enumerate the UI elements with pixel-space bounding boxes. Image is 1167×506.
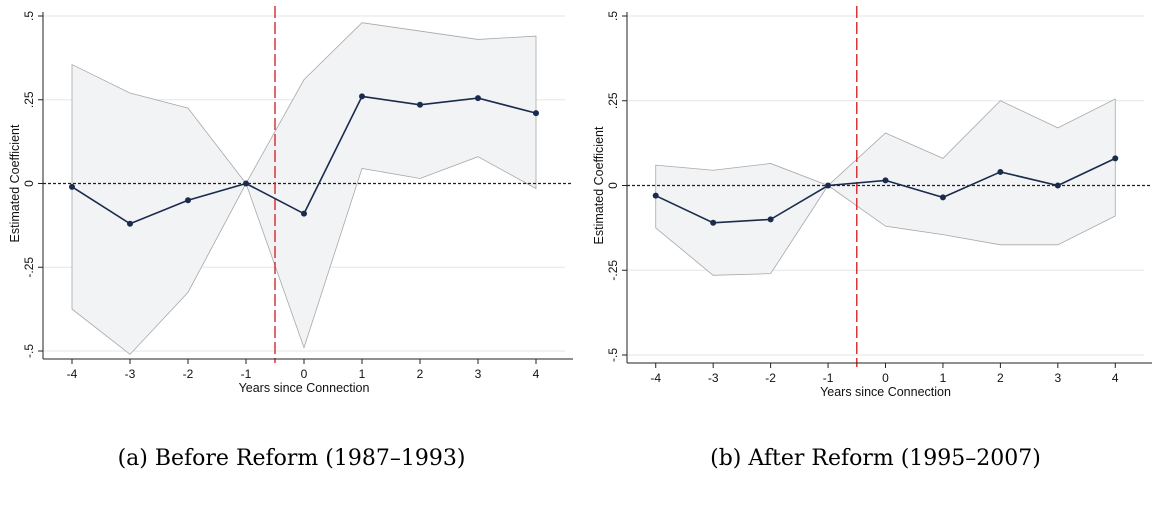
y-tick-label: -.25 [22, 257, 36, 278]
x-tick-label: -2 [183, 367, 194, 381]
y-tick-label: 0 [606, 182, 620, 189]
chart-svg-before-reform: -.5 -.25 0 .25 .5 -4 -3 -2 -1 0 1 2 3 4 Years since Co… [8, 6, 573, 395]
coefficient-point [825, 182, 832, 189]
x-tick-label: 3 [475, 367, 482, 381]
coefficient-point [710, 219, 717, 226]
coefficient-point [1054, 182, 1061, 189]
x-tick-label: 2 [417, 367, 424, 381]
coefficient-point [652, 192, 659, 199]
coefficient-point [767, 216, 774, 223]
caption-after-reform: (b) After Reform (1995–2007) [710, 446, 1041, 471]
confidence-band [71, 22, 537, 355]
chart-panel-after-reform: -.5 -.25 0 .25 .5 -4 -3 -2 -1 0 1 2 3 4 Years since Co… [584, 0, 1167, 410]
y-tick-label: .5 [606, 11, 620, 21]
x-tick-label: -2 [765, 371, 776, 385]
coefficient-point [359, 93, 365, 100]
y-tick-label: -.5 [606, 348, 620, 362]
y-tick-label: .25 [606, 92, 620, 109]
x-tick-label: 1 [940, 371, 947, 385]
x-tick-label: 0 [301, 367, 308, 381]
coefficient-point [533, 110, 539, 117]
coefficient-point [417, 101, 423, 108]
x-tick-label: -4 [650, 371, 661, 385]
y-axis-title: Estimated Coefficient [592, 126, 606, 244]
caption-before-reform: (a) Before Reform (1987–1993) [117, 446, 466, 471]
x-tick-label: -3 [708, 371, 719, 385]
coefficient-point [69, 183, 75, 190]
y-tick-label: .5 [22, 11, 36, 21]
coefficient-point [882, 177, 889, 184]
coefficient-point [301, 210, 307, 217]
coefficient-point [997, 168, 1004, 175]
chart-svg-after-reform: -.5 -.25 0 .25 .5 -4 -3 -2 -1 0 1 2 3 4 Years since Co… [592, 6, 1152, 399]
x-tick-label: 3 [1054, 371, 1061, 385]
x-tick-label: 4 [533, 367, 540, 381]
x-tick-label: 4 [1112, 371, 1119, 385]
y-tick-label: -.5 [22, 344, 36, 358]
x-tick-label: -1 [241, 367, 252, 381]
y-tick-label: .25 [22, 91, 36, 108]
coefficient-point [939, 194, 946, 201]
coefficient-point [1112, 155, 1119, 162]
coefficient-point [243, 180, 249, 187]
x-tick-label: 1 [359, 367, 366, 381]
x-tick-label: -3 [125, 367, 136, 381]
y-axis-title: Estimated Coefficient [8, 124, 22, 242]
x-tick-label: -1 [823, 371, 834, 385]
coefficient-point [127, 220, 133, 227]
x-axis-title: Years since Connection [239, 381, 370, 395]
x-tick-label: -4 [67, 367, 78, 381]
x-tick-label: 0 [882, 371, 889, 385]
y-tick-label: 0 [22, 180, 36, 187]
y-tick-label: -.25 [606, 260, 620, 281]
x-tick-label: 2 [997, 371, 1004, 385]
coefficient-point [185, 197, 191, 204]
chart-panel-before-reform: -.5 -.25 0 .25 .5 -4 -3 -2 -1 0 1 2 3 4 Years since Co… [0, 0, 583, 410]
coefficient-point [475, 95, 481, 102]
confidence-band [655, 98, 1116, 276]
x-axis-title: Years since Connection [820, 385, 951, 399]
